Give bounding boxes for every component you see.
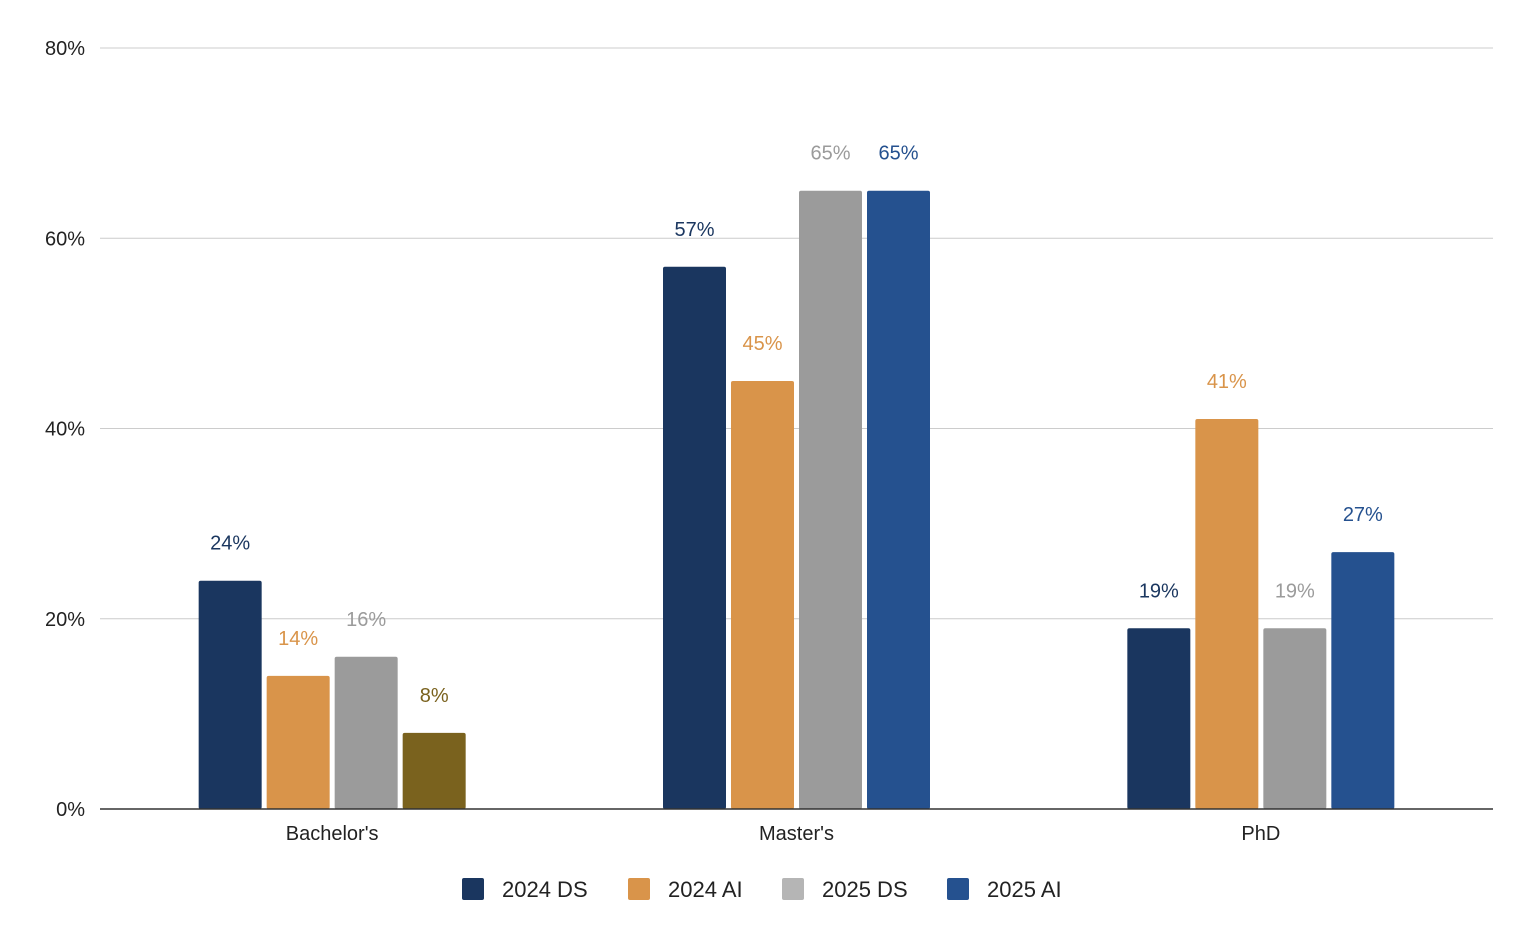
bar-2024-ds-masters — [663, 266, 726, 810]
bar-2024-ds-bachelors — [198, 580, 262, 809]
data-label: 16% — [346, 609, 386, 631]
y-tick-label: 60% — [45, 228, 85, 250]
legend: 2024 DS 2024 AI 2025 DS 2025 AI — [462, 877, 1062, 902]
data-label: 27% — [1343, 504, 1383, 526]
y-tick-label: 20% — [45, 609, 85, 631]
data-label: 19% — [1275, 580, 1315, 602]
bar-2024-ai-phd — [1195, 418, 1259, 809]
legend-swatch — [628, 878, 650, 900]
data-labels: 24% 14% 16% 8% 57% 45% 65% 65% 19% 41% 19% 27% — [210, 143, 1383, 707]
bar-2025-ai-bachelors — [402, 732, 466, 809]
bar-2025-ds-phd — [1263, 628, 1327, 809]
legend-swatch — [782, 878, 804, 900]
data-label: 14% — [278, 628, 318, 650]
legend-label: 2024 AI — [668, 877, 743, 902]
bar-2024-ai-bachelors — [266, 675, 330, 809]
data-label: 8% — [420, 685, 449, 707]
bar-2025-ai-masters — [867, 190, 930, 809]
data-label: 45% — [742, 333, 782, 355]
legend-swatch — [947, 878, 969, 900]
bars — [198, 190, 1395, 810]
y-axis-ticks: 0% 20% 40% 60% 80% — [45, 38, 85, 821]
bar-2024-ds-phd — [1127, 628, 1191, 809]
y-tick-label: 40% — [45, 419, 85, 441]
bar-2025-ds-bachelors — [334, 656, 398, 809]
category-labels: Bachelor's Master's PhD — [286, 823, 1281, 845]
data-label: 57% — [674, 219, 714, 241]
y-tick-label: 80% — [45, 38, 85, 60]
x-category-label: PhD — [1241, 823, 1280, 845]
x-category-label: Master's — [759, 823, 834, 845]
gridlines — [100, 47, 1493, 620]
data-label: 19% — [1139, 580, 1179, 602]
data-label: 24% — [210, 533, 250, 555]
x-category-label: Bachelor's — [286, 823, 379, 845]
data-label: 41% — [1207, 371, 1247, 393]
legend-label: 2025 AI — [987, 877, 1062, 902]
data-label: 65% — [810, 143, 850, 165]
legend-swatch — [462, 878, 484, 900]
bar-2025-ds-masters — [799, 190, 862, 809]
bar-2025-ai-phd — [1331, 552, 1395, 809]
y-tick-label: 0% — [56, 799, 85, 821]
data-label: 65% — [878, 143, 918, 165]
legend-label: 2024 DS — [502, 877, 588, 902]
bar-2024-ai-masters — [731, 380, 794, 809]
legend-label: 2025 DS — [822, 877, 908, 902]
